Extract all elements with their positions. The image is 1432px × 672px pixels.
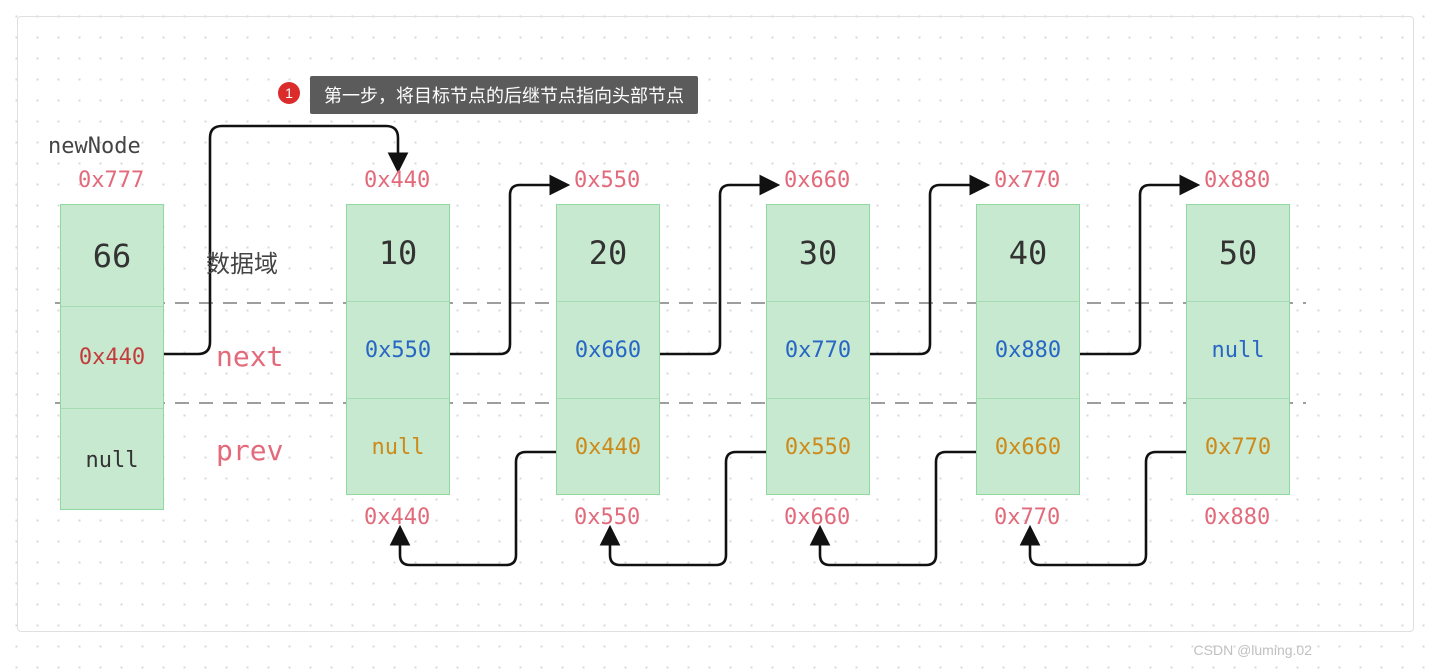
- node-n4: 400x8800x660: [976, 204, 1080, 495]
- node-next-value: 0x440: [61, 307, 163, 409]
- node-addr-top: 0x880: [1204, 168, 1270, 193]
- node-addr-top: 0x770: [994, 168, 1060, 193]
- node-prev-value: 0x440: [557, 399, 659, 496]
- node-addr-top: 0x440: [364, 168, 430, 193]
- node-prev-value: 0x770: [1187, 399, 1289, 496]
- watermark: CSDN @luming.02: [1194, 642, 1312, 658]
- node-next-value: 0x660: [557, 302, 659, 399]
- row-label-data: 数据域: [206, 244, 278, 279]
- node-data-value: 66: [61, 205, 163, 307]
- node-addr-top: 0x777: [78, 168, 144, 193]
- node-data-value: 10: [347, 205, 449, 302]
- node-new: 660x440null: [60, 204, 164, 510]
- node-n5: 50null0x770: [1186, 204, 1290, 495]
- node-addr-bottom: 0x880: [1204, 505, 1270, 530]
- node-prev-value: null: [347, 399, 449, 496]
- node-data-value: 30: [767, 205, 869, 302]
- node-prev-value: 0x550: [767, 399, 869, 496]
- node-prev-value: 0x660: [977, 399, 1079, 496]
- node-data-value: 50: [1187, 205, 1289, 302]
- node-next-value: 0x550: [347, 302, 449, 399]
- row-label-prev: prev: [216, 434, 283, 467]
- node-addr-top: 0x660: [784, 168, 850, 193]
- node-next-value: 0x880: [977, 302, 1079, 399]
- node-addr-bottom: 0x550: [574, 505, 640, 530]
- node-n3: 300x7700x550: [766, 204, 870, 495]
- node-data-value: 40: [977, 205, 1079, 302]
- node-addr-top: 0x550: [574, 168, 640, 193]
- node-addr-bottom: 0x660: [784, 505, 850, 530]
- node-addr-bottom: 0x440: [364, 505, 430, 530]
- node-n2: 200x6600x440: [556, 204, 660, 495]
- node-next-value: 0x770: [767, 302, 869, 399]
- new-node-label: newNode: [48, 134, 141, 159]
- node-n1: 100x550null: [346, 204, 450, 495]
- node-next-value: null: [1187, 302, 1289, 399]
- node-addr-bottom: 0x770: [994, 505, 1060, 530]
- row-label-next: next: [216, 340, 283, 373]
- node-prev-value: null: [61, 409, 163, 511]
- step-text: 第一步，将目标节点的后继节点指向头部节点: [310, 76, 698, 114]
- node-data-value: 20: [557, 205, 659, 302]
- step-badge: 1: [278, 82, 300, 104]
